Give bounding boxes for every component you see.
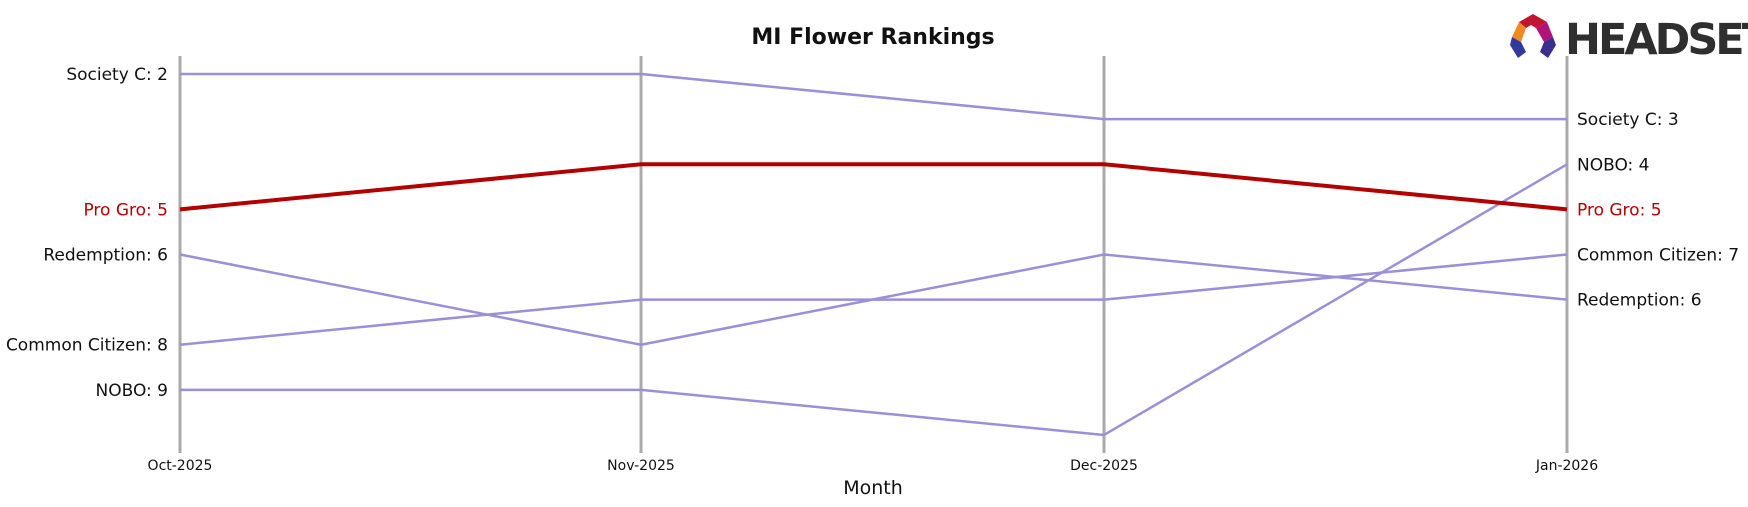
series-line-pro-gro — [179, 162, 1568, 212]
headset-logo-text: HEADSET — [1565, 15, 1748, 65]
end-label-nobo: NOBO: 4 — [1577, 155, 1650, 175]
start-label-common-citizen: Common Citizen: 8 — [6, 336, 168, 356]
x-tick-dec-2025: Dec-2025 — [1070, 458, 1138, 474]
start-label-society-c: Society C: 2 — [66, 65, 168, 85]
series-line-society-c — [180, 72, 1567, 121]
headset-logo-icon — [1510, 14, 1556, 58]
end-label-common-citizen: Common Citizen: 7 — [1577, 246, 1739, 266]
headset-logo: HEADSET — [1510, 14, 1748, 65]
x-tick-nov-2025: Nov-2025 — [607, 458, 675, 474]
series-line-common-citizen — [179, 253, 1568, 346]
x-tick-labels: Oct-2025 Nov-2025 Dec-2025 Jan-2026 — [148, 458, 1599, 474]
start-labels: Society C: 2 Pro Gro: 5 Redemption: 6 Commo… — [6, 65, 168, 401]
month-axes — [178, 56, 1569, 453]
series-line-nobo — [180, 163, 1568, 437]
end-labels: Society C: 3 NOBO: 4 Pro Gro: 5 Redemption:… — [1577, 110, 1739, 310]
end-label-pro-gro: Pro Gro: 5 — [1577, 200, 1662, 220]
end-label-redemption: Redemption: 6 — [1577, 291, 1702, 311]
start-label-pro-gro: Pro Gro: 5 — [83, 200, 168, 220]
series-lines — [179, 72, 1568, 437]
start-label-nobo: NOBO: 9 — [96, 381, 169, 401]
x-axis-label: Month — [843, 477, 903, 499]
x-tick-jan-2026: Jan-2026 — [1535, 458, 1598, 474]
chart-title: MI Flower Rankings — [751, 25, 994, 50]
end-label-society-c: Society C: 3 — [1577, 110, 1679, 130]
start-label-redemption: Redemption: 6 — [43, 246, 168, 266]
x-tick-oct-2025: Oct-2025 — [148, 458, 213, 474]
